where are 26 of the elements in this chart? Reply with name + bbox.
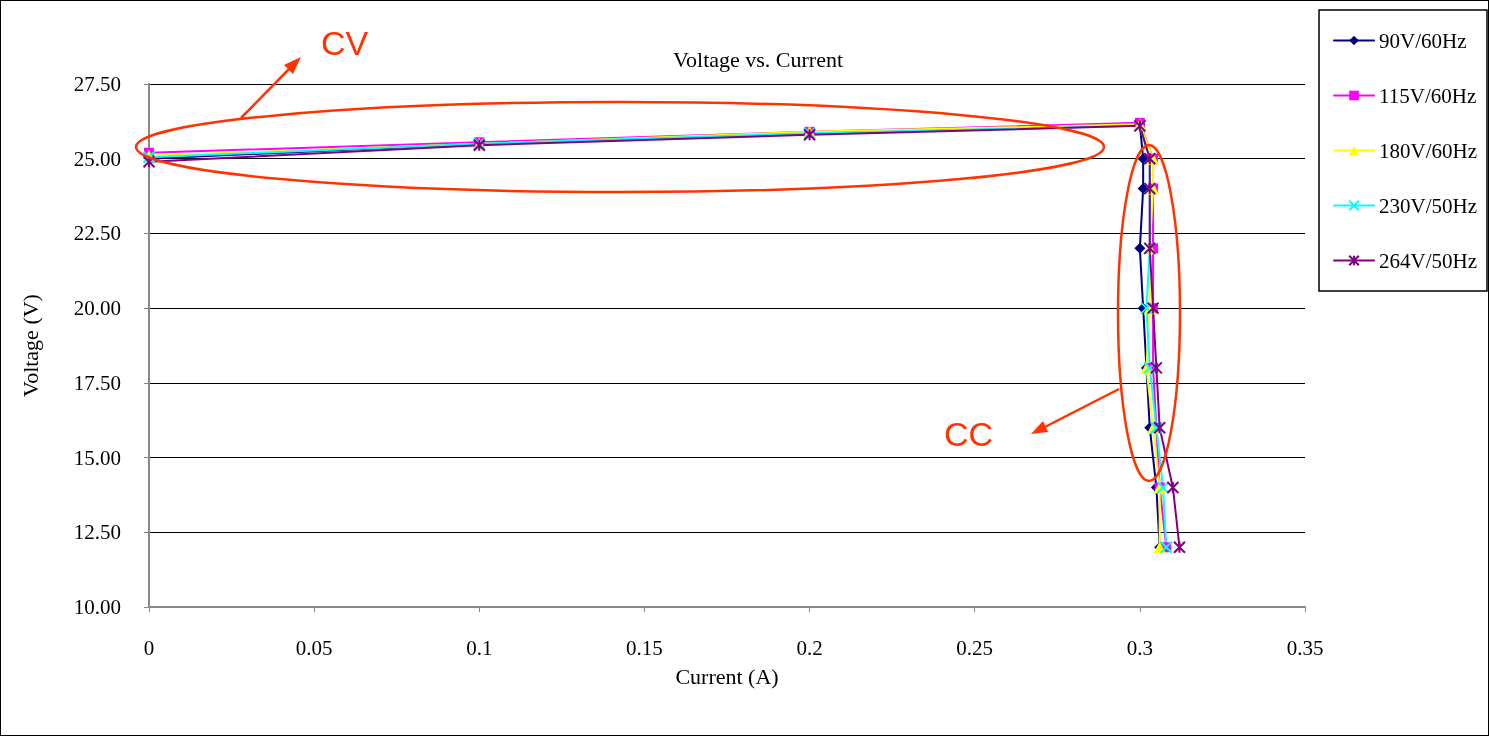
x-tick-label: 0 bbox=[143, 635, 155, 660]
legend-label: 230V/50Hz bbox=[1379, 193, 1478, 218]
x-tick-label: 0.3 bbox=[1126, 635, 1153, 660]
legend-label: 115V/60Hz bbox=[1379, 83, 1477, 108]
legend-label: 264V/50Hz bbox=[1379, 248, 1478, 273]
legend-label: 90V/60Hz bbox=[1379, 28, 1467, 53]
x-tick-label: 0.1 bbox=[466, 635, 493, 660]
y-tick-label: 25.00 bbox=[73, 146, 121, 171]
x-tick-label: 0.2 bbox=[796, 635, 823, 660]
x-tick-label: 0.35 bbox=[1286, 635, 1324, 660]
x-tick-label: 0.05 bbox=[295, 635, 333, 660]
y-tick-label: 12.50 bbox=[73, 520, 121, 545]
y-tick-label: 10.00 bbox=[73, 595, 121, 619]
y-tick-label: 20.00 bbox=[73, 296, 121, 321]
chart-title: Voltage vs. Current bbox=[672, 46, 844, 72]
y-tick-label: 22.50 bbox=[73, 221, 121, 246]
annotation: CC bbox=[944, 415, 994, 453]
x-tick-label: 0.25 bbox=[956, 635, 994, 660]
x-axis-title: Current (A) bbox=[675, 663, 779, 689]
y-tick-label: 27.50 bbox=[73, 72, 121, 96]
y-axis-title: Voltage (V) bbox=[17, 294, 43, 397]
x-tick-label: 0.15 bbox=[626, 635, 663, 660]
text: CV bbox=[321, 24, 369, 62]
y-tick-label: 15.00 bbox=[73, 445, 121, 470]
legend-label: 180V/60Hz bbox=[1379, 138, 1478, 163]
y-tick-label: 17.50 bbox=[73, 370, 121, 395]
